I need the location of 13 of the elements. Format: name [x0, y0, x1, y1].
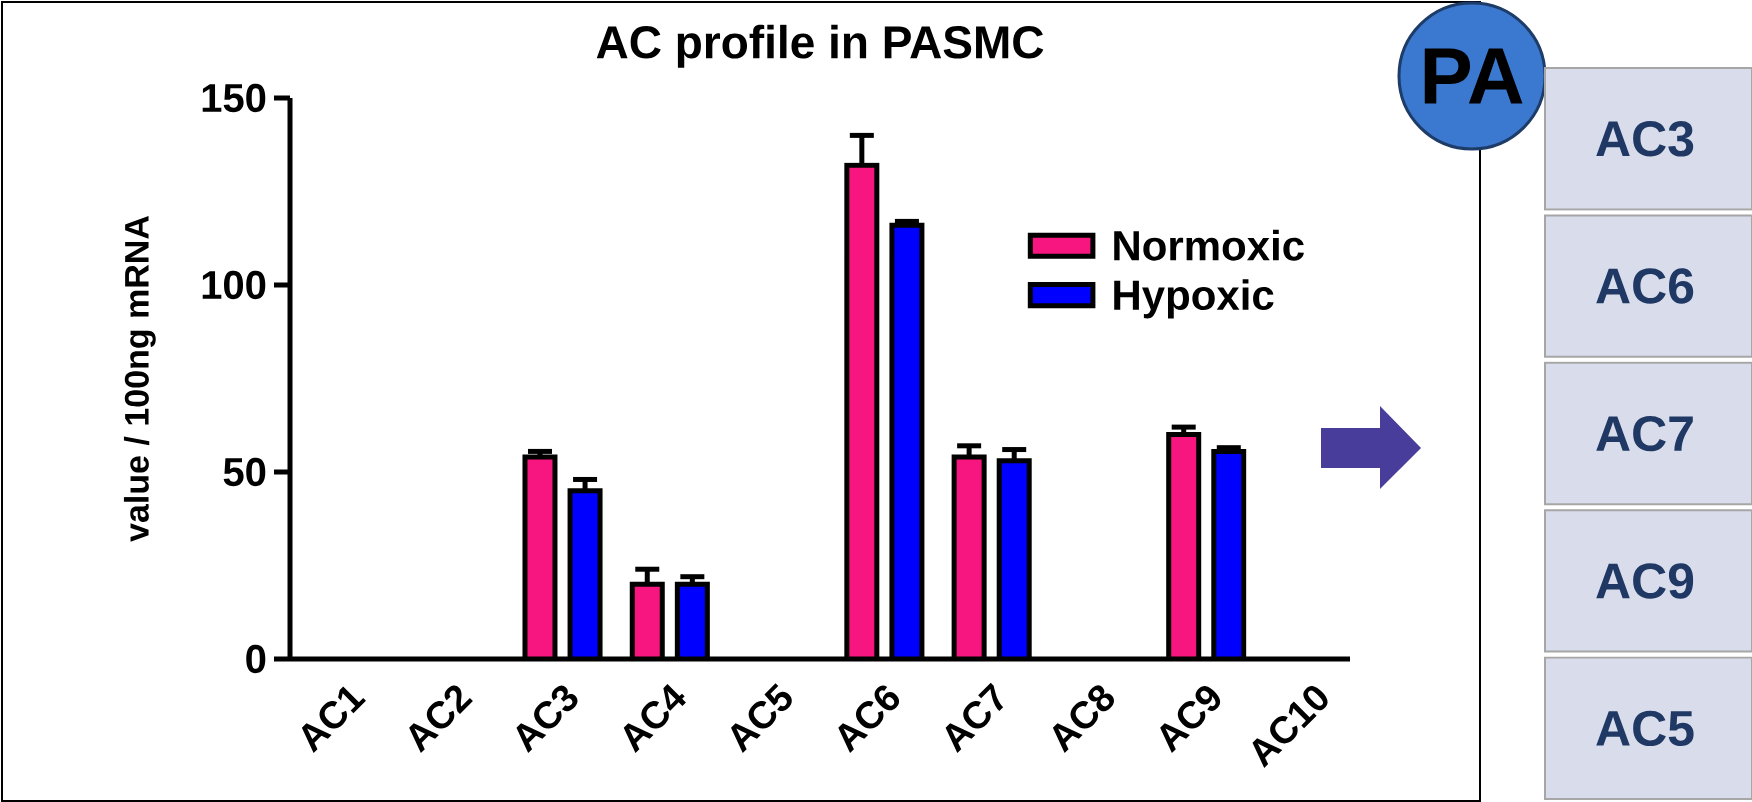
legend-label: Hypoxic — [1114, 279, 1274, 319]
text: AC7 — [1596, 415, 1693, 452]
chart-title: AC profile in PASMC — [596, 24, 1044, 68]
y-tick-label: 100 — [202, 270, 266, 300]
text: AC3 — [1596, 121, 1694, 157]
text: PA — [1424, 48, 1523, 104]
text: AC6 — [1596, 268, 1694, 304]
y-tick-label: 150 — [202, 83, 266, 113]
legend-label: Normoxic — [1114, 229, 1304, 261]
y-axis-title: value / 100ng mRNA — [123, 215, 156, 542]
y-tick-label: 0 — [246, 644, 266, 674]
text: AC9 — [1596, 563, 1694, 599]
y-tick-label: 50 — [223, 457, 266, 487]
